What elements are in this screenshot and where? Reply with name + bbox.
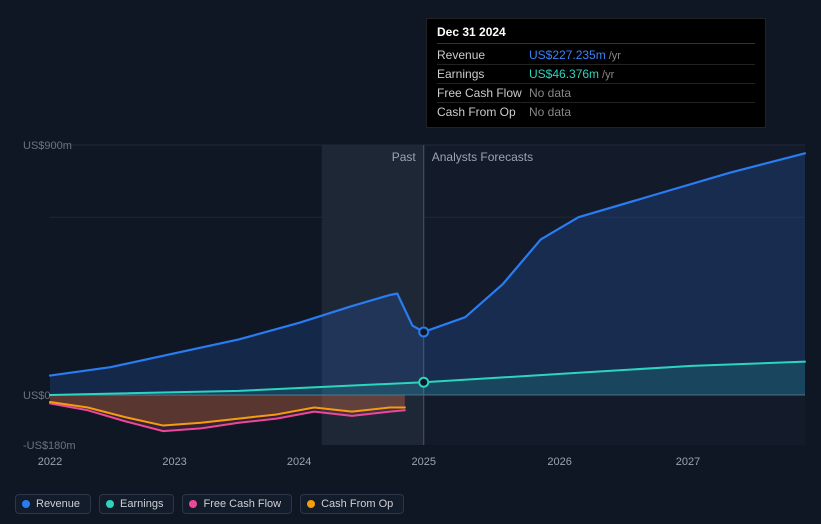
x-axis-label: 2023	[162, 456, 186, 468]
tooltip-label: Revenue	[437, 48, 529, 62]
legend-item[interactable]: Cash From Op	[300, 494, 404, 514]
tooltip-label: Cash From Op	[437, 105, 529, 119]
revenue-marker	[419, 327, 428, 336]
x-axis-label: 2025	[411, 456, 435, 468]
legend-dot-icon	[307, 500, 315, 508]
legend-item[interactable]: Free Cash Flow	[182, 494, 292, 514]
legend-dot-icon	[106, 500, 114, 508]
x-axis-label: 2024	[287, 456, 311, 468]
tooltip-row: Free Cash FlowNo data	[437, 84, 755, 103]
legend-label: Cash From Op	[321, 498, 393, 510]
chart-legend: Revenue Earnings Free Cash Flow Cash From O…	[15, 494, 404, 514]
legend-dot-icon	[22, 500, 30, 508]
tooltip-row: RevenueUS$227.235m/yr	[437, 46, 755, 65]
x-axis-label: 2026	[547, 456, 571, 468]
legend-label: Free Cash Flow	[203, 498, 281, 510]
legend-item[interactable]: Earnings	[99, 494, 174, 514]
earnings-marker	[419, 378, 428, 387]
tooltip-value: No data	[529, 105, 571, 119]
legend-item[interactable]: Revenue	[15, 494, 91, 514]
tooltip-value: US$227.235m/yr	[529, 48, 621, 62]
tooltip-row: EarningsUS$46.376m/yr	[437, 65, 755, 84]
tooltip-row: Cash From OpNo data	[437, 103, 755, 121]
tooltip-label: Free Cash Flow	[437, 86, 529, 100]
y-axis-label: US$0	[23, 390, 51, 402]
x-axis-label: 2027	[676, 456, 700, 468]
forecast-label: Analysts Forecasts	[432, 150, 533, 164]
tooltip-value: US$46.376m/yr	[529, 67, 614, 81]
y-axis-label: -US$180m	[23, 440, 76, 452]
chart-tooltip: Dec 31 2024 RevenueUS$227.235m/yrEarning…	[426, 18, 766, 128]
past-label: Past	[392, 150, 417, 164]
legend-label: Revenue	[36, 498, 80, 510]
legend-label: Earnings	[120, 498, 163, 510]
legend-dot-icon	[189, 500, 197, 508]
tooltip-label: Earnings	[437, 67, 529, 81]
tooltip-date: Dec 31 2024	[437, 25, 755, 44]
x-axis-label: 2022	[38, 456, 62, 468]
tooltip-value: No data	[529, 86, 571, 100]
y-axis-label: US$900m	[23, 140, 72, 152]
